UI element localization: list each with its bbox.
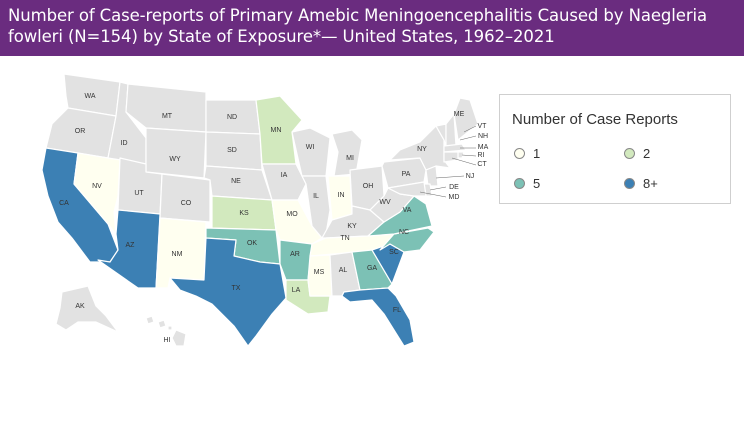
title-banner: Number of Case-reports of Primary Amebic… bbox=[0, 0, 744, 56]
state-MN bbox=[255, 95, 303, 165]
state-shapes bbox=[41, 73, 479, 347]
state-label-NH: NH bbox=[478, 133, 488, 140]
leader-lines bbox=[419, 125, 477, 198]
state-label-IL: IL bbox=[313, 193, 319, 200]
state-label-MI: MI bbox=[346, 155, 354, 162]
state-CO bbox=[159, 173, 211, 223]
legend-label-5: 5 bbox=[533, 176, 541, 191]
state-label-VT: VT bbox=[478, 123, 488, 130]
state-label-IN: IN bbox=[338, 192, 345, 199]
state-label-AL: AL bbox=[339, 267, 348, 274]
legend-label-2: 2 bbox=[643, 146, 651, 161]
state-label-PA: PA bbox=[402, 171, 411, 178]
state-MD bbox=[387, 181, 427, 197]
state-ME bbox=[453, 97, 479, 141]
state-label-NE: NE bbox=[231, 178, 241, 185]
legend-label-8plus: 8+ bbox=[643, 176, 658, 191]
legend-swatch-1 bbox=[514, 148, 525, 159]
state-TX bbox=[169, 237, 287, 347]
state-label-SD: SD bbox=[227, 147, 237, 154]
state-NJ bbox=[425, 165, 439, 187]
state-label-AK: AK bbox=[75, 303, 85, 310]
us-map: WA OR CA NV ID MT WY UT AZ CO NM ND SD N… bbox=[0, 56, 500, 419]
state-WI bbox=[291, 127, 331, 177]
state-label-LA: LA bbox=[292, 287, 301, 294]
state-label-WA: WA bbox=[84, 93, 95, 100]
state-label-MT: MT bbox=[162, 113, 173, 120]
state-label-CA: CA bbox=[59, 200, 69, 207]
state-label-CT: CT bbox=[477, 161, 487, 168]
state-WY bbox=[145, 127, 207, 179]
state-CT bbox=[443, 151, 459, 163]
state-label-MO: MO bbox=[286, 211, 298, 218]
state-label-MN: MN bbox=[271, 127, 282, 134]
state-label-MS: MS bbox=[314, 269, 325, 276]
state-FL bbox=[341, 287, 415, 347]
state-labels: WA OR CA NV ID MT WY UT AZ CO NM ND SD N… bbox=[59, 93, 488, 344]
legend-swatch-2 bbox=[624, 148, 635, 159]
state-AR bbox=[279, 239, 313, 281]
state-MS bbox=[307, 254, 333, 297]
state-label-WY: WY bbox=[169, 156, 181, 163]
state-label-NV: NV bbox=[92, 183, 102, 190]
state-MT bbox=[125, 83, 207, 133]
legend-label-1: 1 bbox=[533, 146, 541, 161]
state-label-UT: UT bbox=[134, 190, 144, 197]
state-label-MD: MD bbox=[449, 194, 460, 201]
state-label-HI: HI bbox=[164, 337, 171, 344]
legend-item-1: 1 bbox=[514, 146, 540, 161]
state-MA bbox=[443, 143, 467, 153]
state-label-AZ: AZ bbox=[126, 242, 136, 249]
state-label-WI: WI bbox=[306, 144, 315, 151]
state-label-TN: TN bbox=[340, 235, 349, 242]
state-label-KY: KY bbox=[347, 223, 357, 230]
state-label-TX: TX bbox=[232, 285, 241, 292]
state-label-GA: GA bbox=[367, 265, 377, 272]
state-MO bbox=[271, 199, 323, 245]
state-label-AR: AR bbox=[290, 251, 300, 258]
state-label-CO: CO bbox=[181, 200, 192, 207]
state-HI bbox=[145, 315, 187, 347]
state-label-KS: KS bbox=[239, 210, 249, 217]
us-map-svg: WA OR CA NV ID MT WY UT AZ CO NM ND SD N… bbox=[41, 73, 489, 347]
state-label-OH: OH bbox=[363, 183, 374, 190]
state-label-OK: OK bbox=[247, 240, 257, 247]
state-label-MA: MA bbox=[478, 144, 489, 151]
legend-item-2: 2 bbox=[624, 146, 650, 161]
state-GA bbox=[351, 249, 393, 291]
state-label-SC: SC bbox=[389, 249, 399, 256]
state-label-WV: WV bbox=[379, 199, 391, 206]
state-label-ND: ND bbox=[227, 114, 237, 121]
state-label-ME: ME bbox=[454, 111, 465, 118]
state-label-NM: NM bbox=[172, 251, 183, 258]
state-label-NJ: NJ bbox=[466, 173, 475, 180]
state-AK bbox=[55, 285, 119, 333]
state-label-OR: OR bbox=[75, 128, 86, 135]
state-label-VA: VA bbox=[403, 207, 412, 214]
legend-swatch-5 bbox=[514, 178, 525, 189]
state-label-RI: RI bbox=[478, 152, 485, 159]
state-label-NY: NY bbox=[417, 146, 427, 153]
state-IA bbox=[261, 163, 307, 201]
state-label-NC: NC bbox=[399, 229, 409, 236]
page-title: Number of Case-reports of Primary Amebic… bbox=[8, 6, 708, 46]
legend-swatch-8plus bbox=[624, 178, 635, 189]
legend-item-8plus: 8+ bbox=[624, 176, 658, 191]
legend-title: Number of Case Reports bbox=[512, 111, 678, 128]
state-label-IA: IA bbox=[281, 172, 288, 179]
state-label-ID: ID bbox=[121, 140, 128, 147]
map-legend: Number of Case Reports 1 2 5 8+ bbox=[499, 94, 731, 204]
legend-item-5: 5 bbox=[514, 176, 540, 191]
state-label-FL: FL bbox=[393, 307, 401, 314]
state-label-DE: DE bbox=[449, 184, 459, 191]
